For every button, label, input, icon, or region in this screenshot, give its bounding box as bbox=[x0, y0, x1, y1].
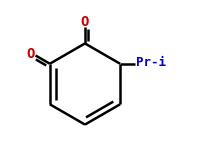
Text: O: O bbox=[27, 47, 35, 61]
Text: Pr-i: Pr-i bbox=[136, 56, 166, 69]
Text: O: O bbox=[81, 15, 89, 29]
